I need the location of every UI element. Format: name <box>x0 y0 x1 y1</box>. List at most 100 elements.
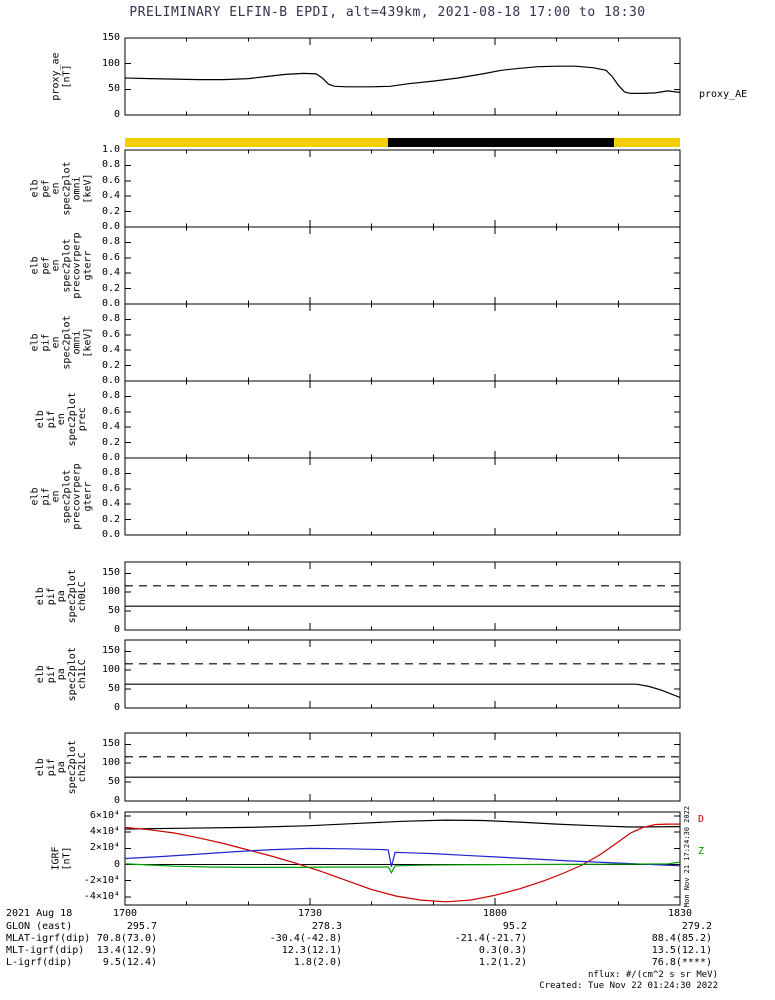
y-tick-label: 0.8 <box>101 313 120 325</box>
var-row-value: 13.4(12.9) <box>96 945 157 956</box>
y-tick-label: 0.2 <box>101 282 120 294</box>
y-tick-label: 150 <box>101 738 120 750</box>
y-tick-label: 0 <box>113 702 120 713</box>
var-row-value: 0.3(0.3) <box>478 945 527 956</box>
series-igrf-H <box>124 847 681 867</box>
var-row-value: 279.2 <box>681 921 712 932</box>
y-tick-label: 50 <box>107 776 120 788</box>
y-tick-label: 0.6 <box>101 482 120 494</box>
panel-label-wrap-elb_pif_pa_spec2plot_ch0LC: elb pif pa spec2plot ch0LC <box>12 562 112 630</box>
y-tick-label: 0.0 <box>101 298 120 309</box>
series-igrf-Z <box>124 861 681 874</box>
y-tick-label: 0.8 <box>101 467 120 479</box>
y-tick-label: 6×10⁴ <box>89 810 120 822</box>
y-tick-label: -4×10⁴ <box>83 890 120 902</box>
var-row-label: MLT-igrf(dip) <box>6 945 85 956</box>
date-label: 2021 Aug 18 <box>6 908 73 919</box>
y-tick-label: 0 <box>113 624 120 635</box>
y-tick-label: 0.0 <box>101 375 120 386</box>
panel-label-wrap-proxy_ae: proxy_ae [nT] <box>12 38 112 115</box>
panel-label-elb_pef_en_spec2plot_omni: elb pef en spec2plot omni [keV] <box>29 161 94 216</box>
y-tick-label: 0.8 <box>101 159 120 171</box>
y-tick-label: 50 <box>107 683 120 695</box>
y-tick-label: 0.2 <box>101 513 120 525</box>
y-tick-label: 100 <box>101 57 120 69</box>
panel-frame-elb_pif_pa_spec2plot_ch1LC <box>124 639 681 709</box>
y-tick-label: 0.2 <box>101 359 120 371</box>
y-tick-label: 0.2 <box>101 205 120 217</box>
panel-frame-elb_pef_en_spec2plot_omni <box>124 149 681 228</box>
panel-label-elb_pif_en_spec2plot_prec: elb pif en spec2plot prec <box>34 392 88 447</box>
y-tick-label: 4×10⁴ <box>89 826 120 838</box>
proxy-ae-series-label: proxy_AE <box>699 89 748 100</box>
var-row-value: 1.8(2.0) <box>293 957 342 968</box>
y-tick-label: 2×10⁴ <box>89 842 120 854</box>
panel-label-elb_pif_en_spec2plot_precovrperp_gterr: elb pif en spec2plot precovrperp gterr <box>29 463 93 530</box>
panel-label-elb_pif_pa_spec2plot_ch0LC: elb pif pa spec2plot ch0LC <box>34 568 88 624</box>
series-proxy_AE <box>124 65 681 95</box>
y-tick-label: 0.8 <box>101 236 120 248</box>
y-tick-label: 0.0 <box>101 452 120 463</box>
panel-label-wrap-elb_pif_en_spec2plot_prec: elb pif en spec2plot prec <box>12 381 112 458</box>
position-bar-segment <box>388 138 614 147</box>
panel-frame-elb_pif_pa_spec2plot_ch0LC <box>124 561 681 631</box>
y-tick-label: 0.2 <box>101 436 120 448</box>
y-tick-label: 100 <box>101 757 120 769</box>
y-tick-label: 0.8 <box>101 390 120 402</box>
igrf-d-series-label: D <box>698 814 705 825</box>
x-tick-label: 1700 <box>112 908 138 919</box>
position-bar <box>125 138 680 147</box>
y-tick-label: 150 <box>101 567 120 579</box>
var-row-label: MLAT-igrf(dip) <box>6 933 91 944</box>
panel-frame-elb_pef_en_spec2plot_precovrperp_gterr <box>124 226 681 305</box>
panel-frame-elb_pif_en_spec2plot_prec <box>124 380 681 459</box>
y-tick-label: 0 <box>113 858 120 870</box>
panel-frame-proxy_ae <box>124 37 681 116</box>
var-row-value: 295.7 <box>126 921 157 932</box>
series-igrf-B <box>124 819 681 830</box>
y-tick-label: 0.4 <box>101 267 120 279</box>
panel-label-wrap-elb_pif_pa_spec2plot_ch2LC: elb pif pa spec2plot ch2LC <box>12 733 112 801</box>
creation-watermark: Mon Nov 21 17:24:30 2022 <box>683 805 692 908</box>
panel-label-elb_pef_en_spec2plot_precovrperp_gterr: elb pef en spec2plot precovrperp gterr <box>29 232 93 299</box>
var-row-value: 70.8(73.0) <box>96 933 157 944</box>
panel-label-wrap-igrf: IGRF [nT] <box>12 812 112 905</box>
nflux-units-note: nflux: #/(cm^2 s sr MeV) <box>587 970 718 980</box>
panel-label-wrap-elb_pif_en_spec2plot_omni: elb pif en spec2plot omni [keV] <box>12 304 112 381</box>
series-igrf-D <box>124 823 680 903</box>
panel-label-wrap-elb_pif_en_spec2plot_precovrperp_gterr: elb pif en spec2plot precovrperp gterr <box>12 458 112 535</box>
watermark-wrap: Mon Nov 21 17:24:30 2022 <box>680 805 696 908</box>
position-bar-segment <box>125 138 389 147</box>
var-row-label: L-igrf(dip) <box>6 957 73 968</box>
panel-frame-elb_pif_en_spec2plot_omni <box>124 303 681 382</box>
y-tick-label: 0.6 <box>101 174 120 186</box>
panel-frame-elb_pif_en_spec2plot_precovrperp_gterr <box>124 457 681 536</box>
y-tick-label: 0.0 <box>101 221 120 232</box>
var-row-value: 76.8(****) <box>651 957 712 968</box>
position-bar-segment <box>614 138 680 147</box>
y-tick-label: -2×10⁴ <box>83 874 120 886</box>
panel-frame-elb_pif_pa_spec2plot_ch2LC <box>124 732 681 802</box>
var-row-value: 278.3 <box>311 921 342 932</box>
panel-label-elb_pif_en_spec2plot_omni: elb pif en spec2plot omni [keV] <box>29 315 94 370</box>
y-tick-label: 50 <box>107 605 120 617</box>
panel-label-proxy_ae: proxy_ae [nT] <box>50 52 72 101</box>
var-row-value: 95.2 <box>502 921 527 932</box>
y-tick-label: 0.6 <box>101 251 120 263</box>
series-loss-cone <box>125 683 681 698</box>
panel-label-wrap-elb_pef_en_spec2plot_precovrperp_gterr: elb pef en spec2plot precovrperp gterr <box>12 227 112 304</box>
x-tick-label: 1830 <box>667 908 693 919</box>
var-row-value: 12.3(12.1) <box>281 945 342 956</box>
y-tick-label: 0.4 <box>101 344 120 356</box>
var-row-value: -30.4(-42.8) <box>269 933 342 944</box>
plot-title: PRELIMINARY ELFIN-B EPDI, alt=439km, 202… <box>129 5 646 20</box>
igrf-z-series-label: Z <box>698 846 705 857</box>
x-tick-label: 1800 <box>482 908 508 919</box>
y-tick-label: 0.4 <box>101 190 120 202</box>
created-timestamp: Created: Tue Nov 22 01:24:30 2022 <box>539 981 718 991</box>
y-tick-label: 100 <box>101 586 120 598</box>
y-tick-label: 100 <box>101 664 120 676</box>
panel-label-wrap-elb_pif_pa_spec2plot_ch1LC: elb pif pa spec2plot ch1LC <box>12 640 112 708</box>
